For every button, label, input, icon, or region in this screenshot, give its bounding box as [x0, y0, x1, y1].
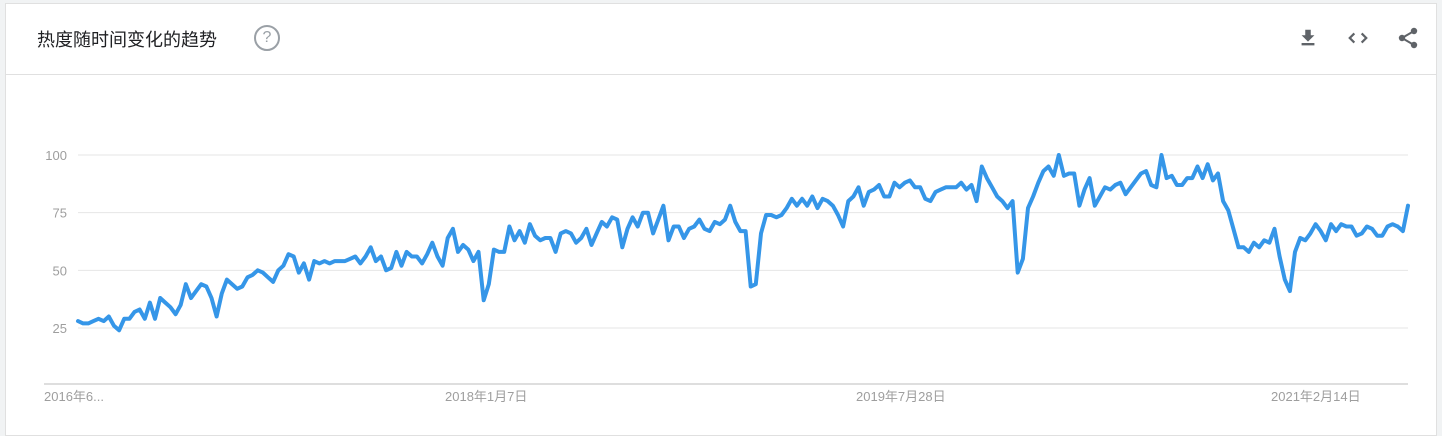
download-icon[interactable]: [1294, 24, 1322, 52]
y-tick-label: 50: [53, 263, 67, 278]
card-header: 热度随时间变化的趋势 ?: [6, 4, 1436, 75]
y-tick-label: 75: [53, 206, 67, 221]
x-tick-labels: 2016年6... 2018年1月7日 2019年7月28日 2021年2月14日: [44, 389, 1361, 404]
share-icon[interactable]: [1394, 24, 1422, 52]
series-line: [76, 153, 1410, 333]
x-tick-label: 2021年2月14日: [1271, 389, 1361, 404]
trend-card: 热度随时间变化的趋势 ? 25 50 75 100 2016年6... 2018年1月7…: [5, 3, 1437, 436]
y-tick-label: 100: [45, 148, 67, 163]
y-tick-labels: 25 50 75 100: [45, 148, 67, 336]
embed-code-icon[interactable]: [1344, 24, 1372, 52]
y-tick-label: 25: [53, 321, 67, 336]
x-tick-label: 2018年1月7日: [445, 389, 527, 404]
x-tick-label: 2019年7月28日: [856, 389, 946, 404]
grid-lines: [78, 154, 1408, 329]
help-circle-icon[interactable]: ?: [254, 25, 280, 51]
toolbar: [1294, 24, 1422, 52]
x-tick-label: 2016年6...: [44, 389, 104, 404]
card-title: 热度随时间变化的趋势: [37, 30, 217, 51]
